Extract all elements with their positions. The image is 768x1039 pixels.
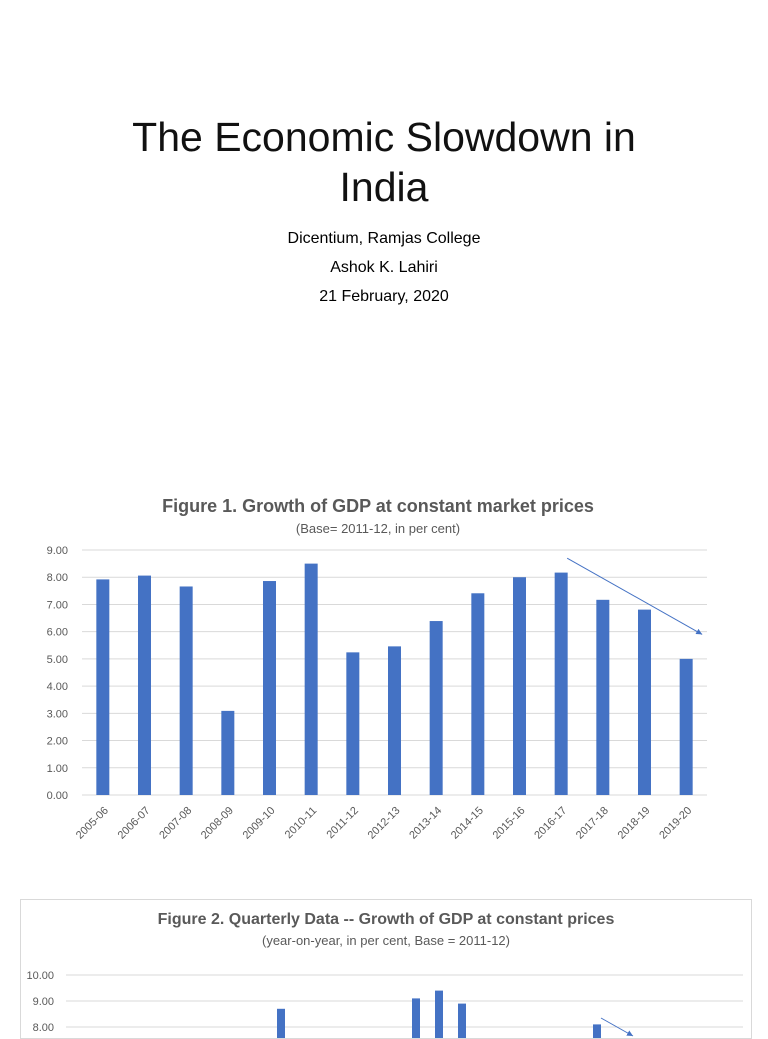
y-tick-label: 7.00	[47, 599, 68, 611]
x-tick-label: 2006-07	[116, 805, 153, 842]
y-tick-label: 4.00	[47, 681, 68, 693]
bar	[388, 646, 401, 795]
x-tick-label: 2014-15	[449, 805, 486, 842]
venue-text: Dicentium, Ramjas College	[287, 230, 481, 247]
x-tick-label: 2005-06	[74, 805, 111, 842]
y-tick-label: 9.00	[33, 996, 54, 1008]
bar	[277, 1008, 285, 1038]
x-tick-label: 2009-10	[241, 805, 278, 842]
y-tick-label: 0.00	[47, 790, 68, 802]
author-text: Ashok K. Lahiri	[330, 259, 438, 276]
slide-title-line-2: India	[339, 164, 429, 210]
y-tick-label: 9.00	[47, 545, 68, 557]
slide-title: The Economic Slowdown in India	[0, 112, 768, 212]
y-tick-label: 3.00	[47, 708, 68, 720]
bar	[412, 998, 420, 1038]
bar	[471, 593, 485, 795]
chart-subtitle: (Base= 2011-12, in per cent)	[296, 521, 460, 536]
bar	[429, 621, 443, 795]
trend-arrow	[566, 557, 703, 635]
chart-subtitle: (year-on-year, in per cent, Base = 2011-…	[262, 933, 510, 948]
slide-title-line-1: The Economic Slowdown in	[132, 114, 636, 160]
x-tick-label: 2010-11	[283, 805, 319, 841]
chart-title: Figure 1. Growth of GDP at constant mark…	[162, 496, 594, 516]
x-tick-label: 2007-08	[157, 805, 194, 842]
figure-2-chart: Figure 2. Quarterly Data -- Growth of GD…	[26, 911, 743, 1038]
bar	[435, 990, 443, 1038]
x-tick-label: 2012-13	[366, 805, 403, 842]
bar	[679, 658, 693, 795]
bar	[221, 710, 235, 795]
x-tick-label: 2018-19	[616, 805, 653, 842]
date-text: 21 February, 2020	[319, 288, 449, 305]
y-tick-label: 2.00	[47, 736, 68, 748]
x-tick-label: 2015-16	[491, 805, 528, 842]
bar	[513, 577, 526, 795]
figure-1-chart: Figure 1. Growth of GDP at constant mark…	[47, 496, 707, 842]
y-tick-label: 5.00	[47, 654, 68, 666]
y-tick-label: 6.00	[47, 627, 68, 639]
bar	[593, 1024, 601, 1038]
bar	[96, 579, 110, 795]
bar	[263, 581, 276, 795]
bar	[554, 572, 568, 795]
y-tick-label: 8.00	[47, 572, 68, 584]
bar	[179, 586, 193, 795]
figure-2-frame: Figure 2. Quarterly Data -- Growth of GD…	[20, 899, 752, 1039]
bar	[596, 599, 610, 795]
y-tick-label: 10.00	[26, 970, 54, 982]
bar	[346, 652, 360, 795]
bar	[638, 609, 651, 795]
x-tick-label: 2016-17	[532, 805, 569, 842]
bar	[138, 575, 151, 795]
x-tick-label: 2019-20	[657, 805, 694, 842]
x-tick-label: 2013-14	[407, 805, 444, 842]
x-tick-label: 2017-18	[574, 805, 611, 842]
x-tick-label: 2008-09	[199, 805, 236, 842]
chart-title: Figure 2. Quarterly Data -- Growth of GD…	[158, 911, 615, 928]
y-tick-label: 1.00	[47, 763, 68, 775]
bar	[304, 563, 318, 795]
x-tick-label: 2011-12	[324, 805, 360, 841]
bar	[458, 1003, 466, 1038]
